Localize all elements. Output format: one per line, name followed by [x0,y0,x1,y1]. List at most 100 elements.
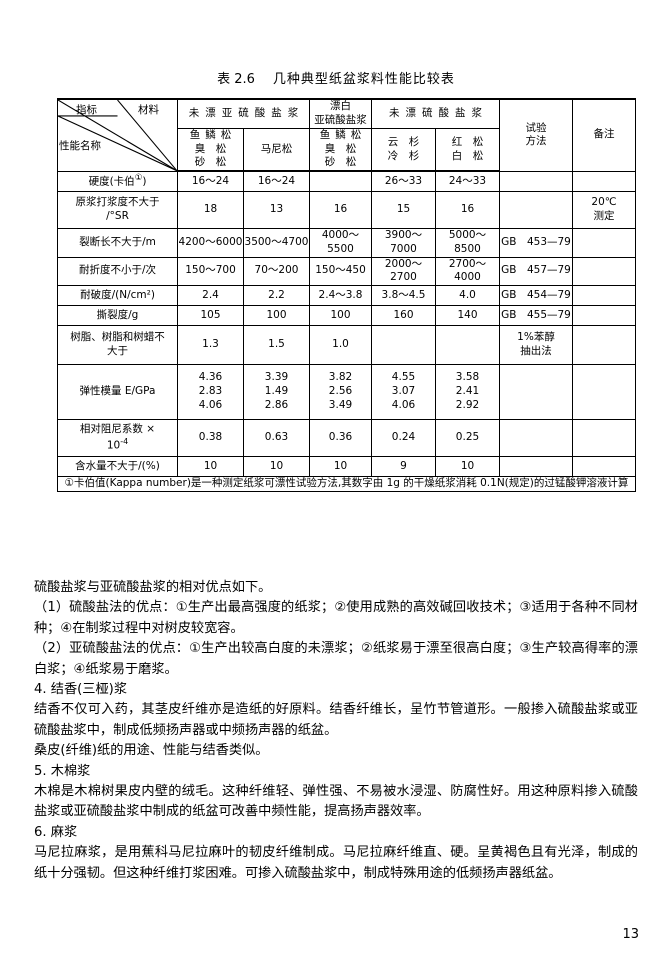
cell: 0.63 [243,419,310,458]
cell-method [499,364,573,421]
cell-value: 4.36 [198,371,223,384]
row-label-resin-fat-wax: 树脂、树脂和树蜡不 大于 [57,325,178,366]
cell-value: 3.07 [391,385,416,398]
table-header-row-groups: 指标 材料 性能名称 未漂亚硫酸盐浆 漂白 亚硫酸盐浆 未漂硫酸盐浆 试验 方法… [57,97,636,172]
cell-remark: 20℃ 测定 [572,190,636,229]
cell: 2.2 [243,285,310,307]
species-line: 臭 松 [194,142,227,155]
row-label-tear-strength: 撕裂度/g [57,305,178,327]
paragraph-mulberry: 桑皮(纤维)纸的用途、性能与结香类似。 [34,743,269,759]
cell: 18 [177,190,244,229]
cell: 2.4 [177,285,244,307]
cell: 1.0 [309,325,372,366]
cell-method [499,456,573,478]
cell-method [499,190,573,229]
row-label-exponent: -4 [120,436,129,446]
row-label-line2: /°SR [106,209,129,222]
species-col-5: 红 松 白 松 [435,127,500,173]
body-text: 硫酸盐浆与亚硫酸盐浆的相对优点如下。 （1）硫酸盐法的优点：①生产出最高强度的纸… [34,578,638,884]
cell: 3500～4700 [243,227,310,258]
cell-multi: 3.58 2.41 2.92 [435,364,500,421]
species-line: 砂 松 [324,156,357,169]
cell: 16 [435,190,500,229]
cell-method: GB 457—79 [499,256,573,287]
cell-value: 2.83 [198,385,223,398]
cell-value: 2.92 [455,399,480,412]
species-line: 鱼鳞松 [189,128,237,141]
cell: 0.24 [371,419,436,458]
cell-value: 3.39 [264,371,289,384]
test-method-line1: 试验 [525,121,547,134]
cell: 3.8～4.5 [371,285,436,307]
cell-value: 4.06 [391,399,416,412]
cell-value: 3.82 [328,371,353,384]
cell-remark [572,364,636,421]
paragraph-kapok: 木棉是木棉树果皮内壁的绒毛。这种纤维轻、弹性强、不易被水浸湿、防腐性好。用这种原… [34,784,638,820]
remark-line2: 测定 [593,209,615,222]
cell-value: 3.58 [455,371,480,384]
cell-remark [572,227,636,258]
cell: 0.38 [177,419,244,458]
paragraph-sulfate-advantages: （1）硫酸盐法的优点：①生产出最高强度的纸浆；②使用成熟的高效碱回收技术；③适用… [34,600,638,636]
header-property-label: 性能名称 [59,140,101,152]
cell: 10 [243,456,310,478]
cell-remark [572,325,636,366]
species-line: 红 松 [451,135,484,148]
paragraph-hemp: 马尼拉麻浆，是用蕉科马尼拉麻叶的韧皮纤维制成。马尼拉麻纤维直、硬。呈黄褐色且有光… [34,845,638,881]
paragraph-jiexiang: 结香不仅可入药，其茎皮纤维亦是造纸的好原料。结香纤维长，呈竹节管道形。一般掺入硫… [34,702,638,738]
cell: 140 [435,305,500,327]
row-label-folding-endurance: 耐折度不小于/次 [57,256,178,287]
species-line: 白 松 [451,149,484,162]
cell: 0.36 [309,419,372,458]
page-number: 13 [622,927,639,942]
cell: 4.0 [435,285,500,307]
row-label-beating-degree: 原浆打浆度不大于 /°SR [57,190,178,229]
cell: 150～450 [309,256,372,287]
species-line: 臭 松 [324,142,357,155]
species-line: 冷 杉 [387,149,420,162]
cell-remark [572,419,636,458]
table-row: 相对阻尼系数 × 10-4 0.38 0.63 0.36 0.24 0.25 [57,419,636,458]
header-material-label: 材料 [138,104,159,116]
group-header-bleached-sulfite: 漂白 亚硫酸盐浆 [309,97,372,129]
row-label-breaking-length: 裂断长不大于/m [57,227,178,258]
method-line2: 抽出法 [520,345,552,358]
cell: 2.4～3.8 [309,285,372,307]
species-col-3: 鱼鳞松 臭 松 砂 松 [309,127,372,173]
row-label-burst-strength: 耐破度/(N/cm²) [57,285,178,307]
table-row: 含水量不大于/(%) 10 10 10 9 10 [57,456,636,478]
row-label-moisture-content: 含水量不大于/(%) [57,456,178,478]
cell: 16～24 [243,170,310,192]
cell: 3900～7000 [371,227,436,258]
cell-method: GB 453—79 [499,227,573,258]
species-line: 鱼鳞松 [319,128,367,141]
cell: 0.25 [435,419,500,458]
cell: 105 [177,305,244,327]
table-caption-label: 表 2.6 [217,72,255,87]
table-row: 树脂、树脂和树蜡不 大于 1.3 1.5 1.0 1%苯醇 抽出法 [57,325,636,366]
table-row: 原浆打浆度不大于 /°SR 18 13 16 15 16 20℃ 测定 [57,190,636,229]
row-label-line2: 大于 [107,345,128,358]
species-line: 马尼松 [260,142,293,155]
cell-multi: 4.55 3.07 4.06 [371,364,436,421]
table-caption-text: 几种典型纸盆浆料性能比较表 [272,72,455,87]
cell: 4000～5500 [309,227,372,258]
row-label-elastic-modulus: 弹性模量 E/GPa [57,364,178,421]
paragraph-sulfite-advantages: （2）亚硫酸盐法的优点：①生产出较高白度的未漂浆；②纸浆易于漂至很高白度；③生产… [34,641,638,677]
table-row: 裂断长不大于/m 4200～6000 3500～4700 4000～5500 3… [57,227,636,258]
group-header-bleached-line1: 漂白 [330,100,351,112]
row-label-line1: 原浆打浆度不大于 [75,195,160,208]
row-label-line1: 相对阻尼系数 × [79,423,156,436]
row-label-damping-coefficient: 相对阻尼系数 × 10-4 [57,419,178,458]
species-col-2: 马尼松 [243,127,310,173]
cell-method [499,170,573,192]
cell-value: 2.41 [455,385,480,398]
cell: 10 [177,456,244,478]
header-corner-cell: 指标 材料 性能名称 [57,97,178,172]
cell-remark [572,305,636,327]
species-col-1: 鱼鳞松 臭 松 砂 松 [177,127,244,173]
cell-remark [572,285,636,307]
paragraph-intro: 硫酸盐浆与亚硫酸盐浆的相对优点如下。 [34,580,272,595]
table-footnote: ①卡伯值(Kappa number)是一种测定纸浆可漂性试验方法,其数字由 1g… [57,476,636,493]
cell: 150～700 [177,256,244,287]
